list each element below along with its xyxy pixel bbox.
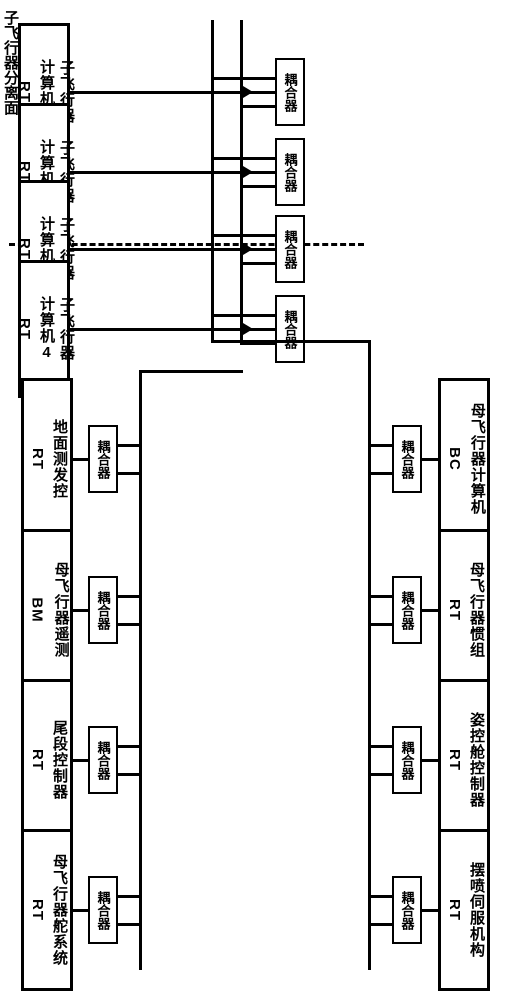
top-coupler-1: 耦合器: [392, 576, 422, 644]
top-nc-0: [422, 458, 438, 461]
sub-dash-arrow-3: [243, 323, 253, 335]
sub-dash-arrow-1: [243, 166, 253, 178]
bot-node-3: 母飞行器舵系统RT: [21, 829, 73, 991]
top-cb-a-0: [368, 444, 392, 447]
sub-dash-arrow-2: [243, 243, 253, 255]
bot-node-0: 地面测发控RT: [21, 378, 73, 540]
bot-cb-b-3: [118, 923, 142, 926]
bot-cb-b-1: [118, 623, 142, 626]
bot-node-2: 尾段控制器RT: [21, 679, 73, 841]
bot-cb-b-0: [118, 472, 142, 475]
sub-coupler-3: 耦合器: [275, 295, 305, 363]
bot-nc-2: [73, 759, 88, 762]
top-cb-b-3: [368, 923, 392, 926]
top-node-2: 姿控舱控制器RT: [438, 679, 490, 841]
bot-cb-b-2: [118, 773, 142, 776]
top-nc-2: [422, 759, 438, 762]
bus-main-bot: [139, 370, 142, 970]
bot-nc-0: [73, 458, 88, 461]
bus-h-top: [211, 340, 371, 343]
top-cb-b-1: [368, 623, 392, 626]
sub-bus-b-0: [240, 105, 275, 108]
top-nc-3: [422, 909, 438, 912]
sub-coupler-2: 耦合器: [275, 215, 305, 283]
bot-cb-a-3: [118, 895, 142, 898]
bus-h-bot: [139, 370, 243, 373]
sub-bus-a-3: [211, 314, 275, 317]
top-cb-a-3: [368, 895, 392, 898]
bot-cb-a-2: [118, 745, 142, 748]
bot-nc-1: [73, 609, 88, 612]
top-cb-b-2: [368, 773, 392, 776]
sub-dash-arrow-0: [243, 86, 253, 98]
bot-cb-a-1: [118, 595, 142, 598]
bot-node-1: 母飞行器遥测BM: [21, 529, 73, 691]
sub-coupler-0: 耦合器: [275, 58, 305, 126]
top-coupler-3: 耦合器: [392, 876, 422, 944]
top-node-0: 母飞行器计算机BC: [438, 378, 490, 540]
top-node-3: 摆喷伺服机构RT: [438, 829, 490, 991]
sub-bus-a-1: [211, 157, 275, 160]
top-coupler-2: 耦合器: [392, 726, 422, 794]
bot-coupler-2: 耦合器: [88, 726, 118, 794]
sub-bus-a-0: [211, 77, 275, 80]
bot-cb-a-0: [118, 444, 142, 447]
bus-main-top: [368, 340, 371, 970]
top-cb-b-0: [368, 472, 392, 475]
top-cb-a-2: [368, 745, 392, 748]
sub-bus-b-2: [240, 262, 275, 265]
bus-left-a: [211, 20, 214, 343]
top-cb-a-1: [368, 595, 392, 598]
sub-coupler-1: 耦合器: [275, 138, 305, 206]
top-nc-1: [422, 609, 438, 612]
sub-bus-b-3: [240, 342, 275, 345]
sub-bus-b-1: [240, 185, 275, 188]
top-node-1: 母飞行器惯组RT: [438, 529, 490, 691]
sub-bus-a-2: [211, 234, 275, 237]
bot-coupler-1: 耦合器: [88, 576, 118, 644]
bot-nc-3: [73, 909, 88, 912]
bot-coupler-3: 耦合器: [88, 876, 118, 944]
bus-left-b: [240, 20, 243, 343]
top-coupler-0: 耦合器: [392, 425, 422, 493]
bot-coupler-0: 耦合器: [88, 425, 118, 493]
